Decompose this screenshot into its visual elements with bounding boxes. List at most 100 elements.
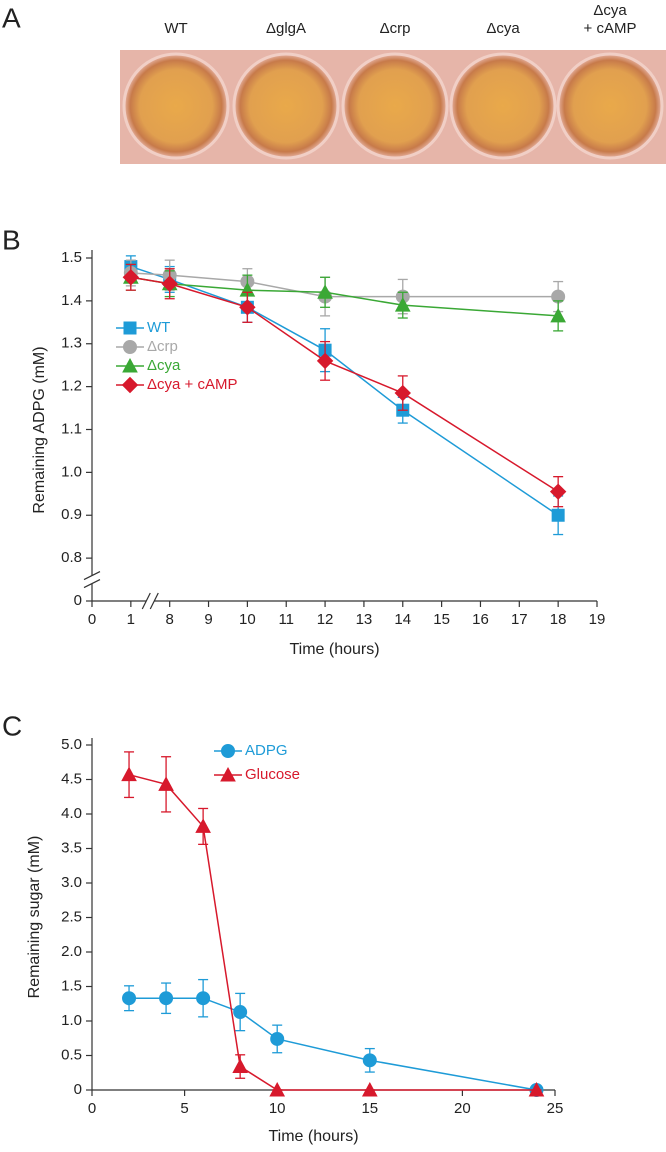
marker	[394, 297, 411, 312]
series-line	[129, 997, 537, 1091]
x-axis-title: Time (hours)	[289, 641, 379, 658]
photo-label: Δcya	[593, 2, 627, 19]
y-tick-label: 0.8	[61, 549, 82, 566]
well	[449, 52, 557, 160]
marker	[232, 1058, 248, 1074]
y-tick-label: 1.0	[61, 463, 82, 480]
marker	[196, 991, 211, 1006]
marker	[158, 776, 174, 791]
x-tick-label: 11	[278, 611, 294, 628]
y-tick-label: 1.5	[61, 249, 82, 266]
photo-label: + cAMP	[584, 20, 637, 37]
well	[232, 52, 340, 160]
y-tick-label: 1.4	[61, 292, 82, 309]
x-tick-label: 9	[204, 611, 212, 628]
marker	[316, 352, 334, 370]
marker	[122, 991, 137, 1006]
x-tick-label: 0	[88, 611, 96, 628]
axis-break	[83, 579, 101, 589]
x-tick-label: 0	[88, 1100, 96, 1117]
legend-label: Δcya + cAMP	[147, 376, 237, 393]
photo-label: Δcrp	[380, 20, 411, 37]
axis-break	[141, 592, 151, 610]
legend-label: Δcya	[147, 357, 181, 374]
marker	[549, 483, 567, 500]
photo-label: Δcya	[486, 20, 520, 37]
x-tick-label: 25	[547, 1100, 564, 1117]
marker	[394, 384, 411, 402]
marker	[361, 1081, 378, 1097]
panel-label: A	[2, 2, 21, 33]
marker	[317, 284, 333, 299]
y-tick-label: 2.5	[61, 908, 82, 925]
marker	[195, 818, 211, 833]
y-tick-label: 4.0	[61, 805, 82, 822]
x-tick-label: 16	[472, 611, 489, 628]
legend-label: Glucose	[245, 766, 300, 783]
y-tick-label: 0.9	[61, 506, 82, 523]
y-tick-label: 2.0	[61, 943, 82, 960]
x-tick-label: 15	[433, 611, 450, 628]
marker	[551, 508, 565, 522]
x-tick-label: 20	[454, 1100, 471, 1117]
y-tick-label: 1.2	[61, 378, 82, 395]
marker	[239, 299, 256, 316]
x-tick-label: 17	[511, 611, 528, 628]
x-tick-label: 12	[317, 611, 334, 628]
y-tick-label: 4.5	[61, 770, 82, 787]
y-tick-label: 5.0	[61, 736, 82, 753]
legend-marker	[123, 321, 137, 335]
legend-marker	[221, 744, 235, 758]
marker	[161, 275, 178, 292]
well	[556, 52, 664, 160]
marker	[233, 1005, 248, 1020]
legend-label: ADPG	[245, 742, 288, 759]
y-tick-label: 1.1	[61, 420, 82, 437]
y-tick-label: 1.0	[61, 1012, 82, 1029]
y-axis-title: Remaining sugar (mM)	[26, 836, 43, 999]
series-line	[128, 773, 537, 1091]
y-tick-label: 0.5	[61, 1046, 82, 1063]
y-tick-label: 3.5	[61, 839, 82, 856]
legend-marker	[220, 766, 236, 782]
y-tick-label: 0	[74, 592, 82, 609]
marker	[159, 991, 174, 1006]
x-tick-label: 10	[269, 1100, 286, 1117]
marker	[528, 1081, 545, 1097]
axis-break	[89, 575, 95, 584]
x-tick-label: 13	[356, 611, 373, 628]
y-axis-title: Remaining ADPG (mM)	[31, 346, 48, 513]
series-line	[130, 272, 559, 298]
y-tick-label: 0	[74, 1081, 82, 1098]
panel-label: B	[2, 224, 21, 255]
marker	[270, 1031, 285, 1046]
x-axis-title: Time (hours)	[268, 1128, 358, 1145]
legend-marker	[121, 376, 139, 394]
marker	[362, 1053, 377, 1068]
x-tick-label: 19	[589, 611, 606, 628]
photo-label: ΔglgA	[266, 20, 306, 37]
axis-break	[83, 571, 101, 581]
x-tick-label: 1	[127, 611, 135, 628]
marker	[122, 269, 140, 286]
y-tick-label: 1.5	[61, 977, 82, 994]
photo-label: WT	[164, 20, 187, 37]
well	[122, 52, 230, 160]
axis-break	[146, 598, 155, 604]
well	[341, 52, 449, 160]
y-tick-label: 3.0	[61, 874, 82, 891]
x-tick-label: 10	[239, 611, 256, 628]
marker	[121, 766, 137, 782]
x-tick-label: 18	[550, 611, 567, 628]
y-tick-label: 1.3	[61, 335, 82, 352]
panel-label: C	[2, 710, 22, 741]
x-tick-label: 5	[180, 1100, 188, 1117]
legend-marker	[123, 340, 137, 354]
marker	[550, 307, 566, 323]
legend-label: WT	[147, 319, 170, 336]
x-tick-label: 15	[361, 1100, 378, 1117]
axis-break	[149, 592, 159, 610]
legend-marker	[122, 357, 138, 373]
